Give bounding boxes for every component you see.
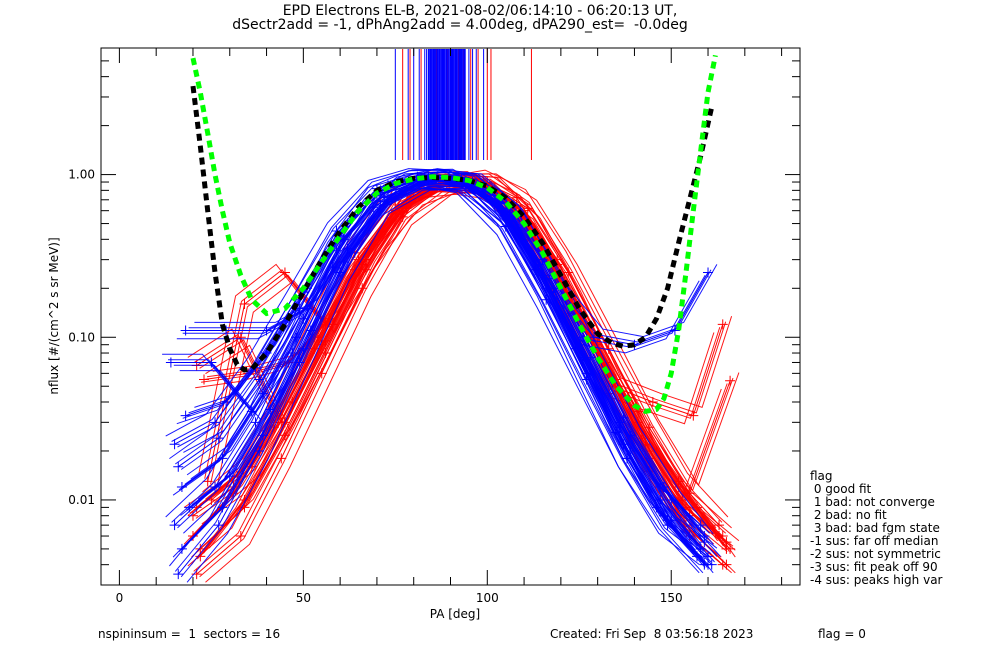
y-axis-label: nflux [#/(cm^2 s sr MeV)]: [47, 237, 61, 394]
trace-line: [165, 168, 693, 518]
blue-trace: [169, 171, 714, 583]
blue-trace: [172, 168, 718, 574]
axes: 0 50 100 150 1.00 0.10 0.01: [68, 47, 801, 605]
flag-legend: flag 0 good fit 1 bad: not converge 2 ba…: [810, 470, 942, 587]
trace-line: [178, 179, 706, 568]
legend-item: 3 bad: bad fgm state: [810, 521, 940, 535]
trace-point: [165, 357, 176, 368]
x-tick-label: 50: [296, 591, 311, 605]
trace-line: [177, 178, 704, 529]
trace-point: [180, 325, 191, 336]
trace-point: [725, 375, 736, 386]
trace-point: [714, 520, 725, 531]
trace-point: [173, 569, 184, 580]
red-trace: [198, 177, 732, 574]
y-tick-label: 0.01: [68, 493, 95, 507]
trace-line: [180, 187, 700, 516]
trace-point: [199, 374, 210, 385]
chart-title-line1: EPD Electrons EL-B, 2021-08-02/06:14:10 …: [282, 3, 678, 19]
footer-nspininsum: nspininsum = 1 sectors = 16: [98, 627, 281, 641]
trace-point: [622, 453, 633, 464]
trace-point: [717, 531, 728, 542]
trace-point: [522, 203, 533, 214]
trace-point: [169, 439, 180, 450]
trace-point: [187, 510, 198, 521]
y-tick-label: 1.00: [68, 168, 95, 182]
footer-flag: flag = 0: [818, 627, 866, 641]
trace-point: [677, 494, 688, 505]
legend-item: 1 bad: not converge: [810, 495, 935, 509]
trace-point: [666, 494, 677, 505]
legend-title: flag: [810, 469, 833, 483]
x-tick-label: 100: [476, 591, 499, 605]
footer-created: Created: Fri Sep 8 03:56:18 2023: [550, 627, 754, 641]
trace-point: [585, 352, 596, 363]
legend-item: 0 good fit: [810, 482, 872, 496]
chart-title-line2: dSectr2add = -1, dPhAng2add = 4.00deg, d…: [232, 17, 688, 33]
trace-point: [173, 461, 184, 472]
trace-point: [699, 537, 710, 548]
trace-point: [511, 192, 522, 203]
legend-item: -2 sus: not symmetric: [810, 547, 941, 561]
legend-item: 2 bad: no fit: [810, 508, 887, 522]
trace-line: [176, 184, 696, 551]
red-trace: [195, 173, 733, 425]
legend-item: -3 sus: fit peak off 90: [810, 560, 938, 574]
trace-line: [177, 179, 705, 575]
trace-point: [625, 430, 636, 441]
trace-point: [180, 410, 191, 421]
trace-point: [210, 417, 221, 428]
trace-point: [235, 531, 246, 542]
trace-line: [197, 171, 718, 500]
trace-point: [717, 319, 728, 330]
trace-line: [203, 181, 724, 417]
trace-line: [184, 177, 712, 554]
trace-point: [213, 520, 224, 531]
trace-point: [662, 515, 673, 526]
trace-point: [169, 520, 180, 531]
data-traces: [162, 168, 740, 583]
legend-item: -1 sus: far off median: [810, 534, 939, 548]
fit-curve-green: [190, 54, 718, 415]
trace-point: [213, 433, 224, 444]
trace-line: [186, 181, 706, 511]
fit-curves: [190, 54, 718, 415]
trace-point: [276, 453, 287, 464]
fit-curve-black: [190, 85, 715, 373]
peak-marker-lines: [394, 49, 532, 160]
trace-line: [194, 168, 714, 535]
legend-item: -4 sus: peaks high var: [810, 573, 943, 587]
trace-point: [703, 559, 714, 570]
y-tick-label: 0.10: [68, 330, 95, 344]
x-tick-label: 150: [660, 591, 683, 605]
trace-point: [221, 396, 232, 407]
x-axis-label: PA [deg]: [430, 607, 480, 621]
x-tick-label: 0: [116, 591, 124, 605]
